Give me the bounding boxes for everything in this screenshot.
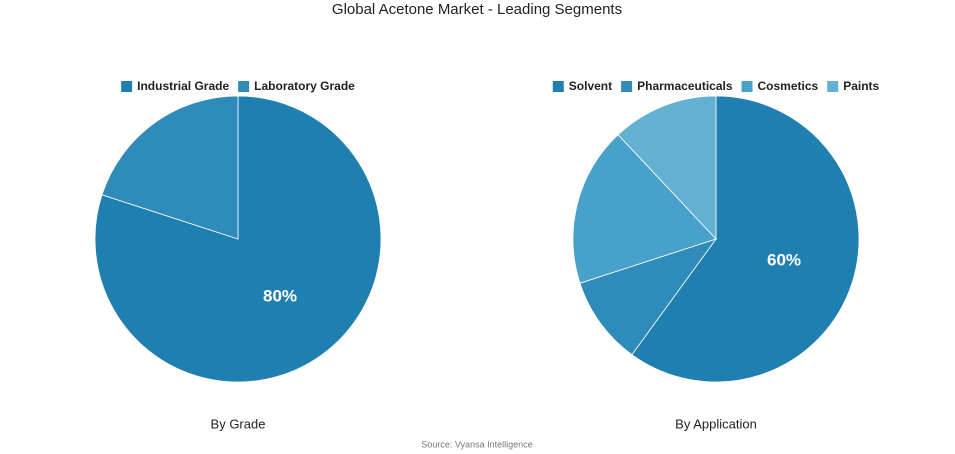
legend-label: Cosmetics xyxy=(758,79,819,93)
pie-slice xyxy=(631,95,860,383)
legend: Industrial Grade Laboratory Grade xyxy=(121,79,355,93)
pie-slice xyxy=(579,238,718,356)
source: Source: Vyansa Intelligence xyxy=(421,439,532,449)
legend-label: Industrial Grade xyxy=(137,79,229,93)
legend-swatch xyxy=(827,81,839,92)
legend-swatch xyxy=(121,81,133,92)
chart-title: By Grade xyxy=(211,416,266,431)
pie-slice xyxy=(101,95,239,240)
legend-swatch xyxy=(238,81,250,92)
page-title: Global Acetone Market - Leading Segments xyxy=(332,1,622,18)
pie-slice xyxy=(572,134,717,284)
pie-slice xyxy=(617,95,717,241)
legend-label: Pharmaceuticals xyxy=(637,79,733,93)
legend-swatch xyxy=(621,81,633,92)
chart-title: By Application xyxy=(675,416,757,431)
legend-label: Paints xyxy=(843,79,879,93)
data-label: 80% xyxy=(263,286,297,305)
legend-label: Laboratory Grade xyxy=(254,79,355,93)
legend: Solvent Pharmaceuticals Cosmetics Paints xyxy=(552,79,880,93)
legend-label: Solvent xyxy=(569,79,612,93)
legend-swatch xyxy=(552,81,564,92)
legend-swatch xyxy=(741,81,753,92)
data-label: 60% xyxy=(767,251,801,270)
